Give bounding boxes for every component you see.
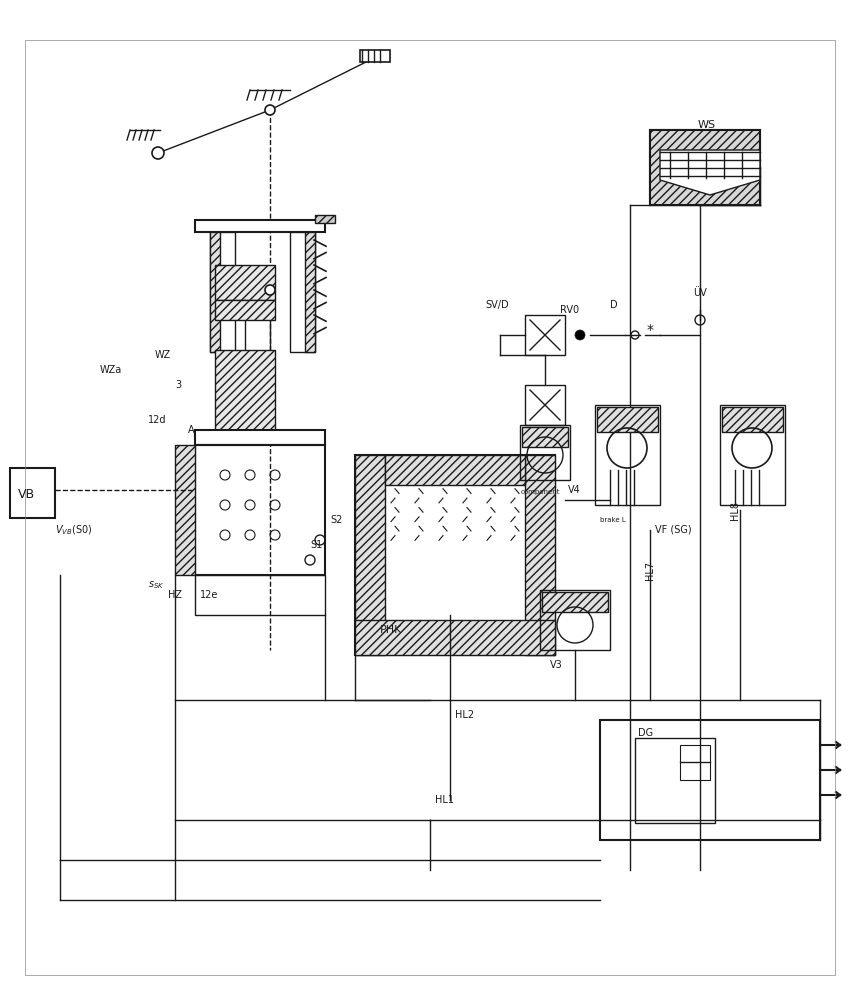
Text: $V_{VB}$(S0): $V_{VB}$(S0) [55,523,93,537]
Text: 3: 3 [175,380,181,390]
Bar [195,220,325,232]
Text: HL7: HL7 [645,560,655,580]
Bar [195,445,325,575]
Bar [680,745,710,780]
Text: HZ: HZ [168,590,182,600]
Text: HL8: HL8 [730,500,740,520]
Text: RV0: RV0 [560,305,579,315]
Circle shape [265,285,275,295]
Bar [600,720,820,840]
Bar [215,265,275,300]
Text: $s_{SK}$: $s_{SK}$ [148,579,164,591]
Text: WZa: WZa [100,365,122,375]
Text: brake L: brake L [600,517,625,523]
Circle shape [152,147,164,159]
Text: S1: S1 [310,540,323,550]
Text: PHK: PHK [380,625,402,635]
Circle shape [575,330,585,340]
Bar [195,575,325,615]
Text: 12e: 12e [200,590,219,600]
Bar [650,130,760,205]
Text: WZ: WZ [155,350,172,360]
Text: SV/D: SV/D [485,300,509,310]
Text: S2: S2 [330,515,342,525]
Bar [215,300,275,320]
Text: 12d: 12d [148,415,166,425]
Bar [522,427,568,447]
Text: VF (SG): VF (SG) [655,525,692,535]
Text: *: * [646,323,654,337]
Text: HL2: HL2 [455,710,474,720]
Bar [355,455,385,655]
Bar [175,445,195,575]
Text: DG: DG [638,728,653,738]
Bar [722,407,783,432]
Bar [525,385,565,425]
Bar [315,215,335,223]
Bar [210,232,235,352]
Bar [520,425,570,480]
Bar [525,315,565,355]
Text: A: A [188,425,195,435]
Text: component: component [520,489,559,495]
Bar [595,405,660,505]
Bar [210,232,220,352]
Bar [525,455,555,655]
Text: VB: VB [18,488,35,502]
Text: HL1: HL1 [435,795,454,805]
Bar [650,130,760,205]
Bar [542,592,608,612]
Bar [597,407,658,432]
Bar [355,455,555,655]
Text: ÜV: ÜV [693,288,707,298]
Bar [635,738,715,823]
Bar [290,232,315,352]
Text: V4: V4 [568,485,581,495]
Text: V3: V3 [550,660,563,670]
Text: WS: WS [698,120,716,130]
Bar [305,232,315,352]
Bar [385,455,525,485]
Bar [195,430,325,445]
Bar [540,590,610,650]
Bar [355,620,555,655]
Bar [720,405,785,505]
Circle shape [265,105,275,115]
Polygon shape [660,150,760,195]
Bar [360,50,390,62]
Text: D: D [610,300,618,310]
Bar [10,468,55,518]
Bar [215,350,275,430]
